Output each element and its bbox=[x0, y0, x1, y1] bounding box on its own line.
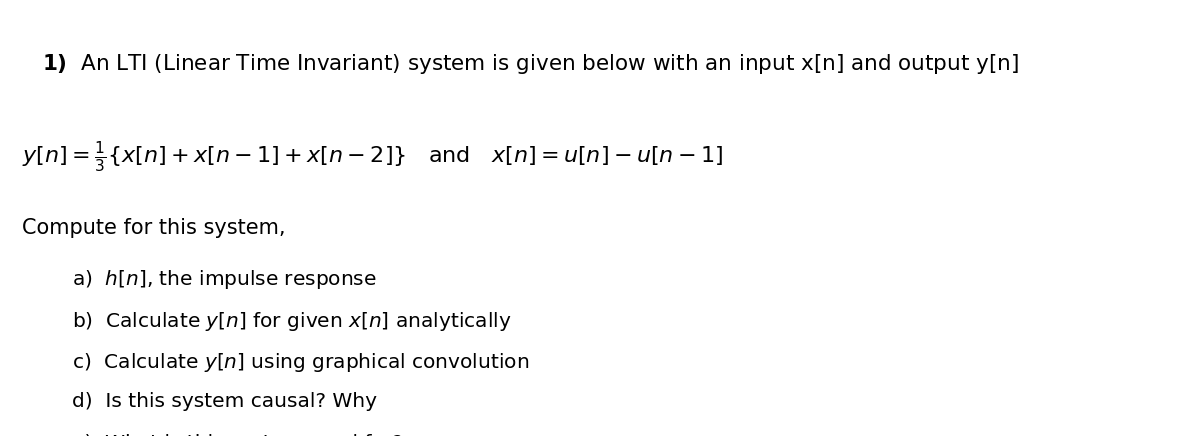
Text: $\bf{1)}$  An LTI (Linear Time Invariant) system is given below with an input x[: $\bf{1)}$ An LTI (Linear Time Invariant)… bbox=[42, 52, 1019, 76]
Text: Compute for this system,: Compute for this system, bbox=[22, 218, 286, 238]
Text: d)  Is this system causal? Why: d) Is this system causal? Why bbox=[72, 392, 377, 412]
Text: b)  Calculate $y[n]$ for given $x[n]$ analytically: b) Calculate $y[n]$ for given $x[n]$ ana… bbox=[72, 310, 511, 333]
Text: e)  What is this system used for?: e) What is this system used for? bbox=[72, 434, 403, 436]
Text: $y[n] = \frac{1}{3}\{x[n] + x[n-1] + x[n-2]\}$   and   $x[n] = u[n] - u[n-1]$: $y[n] = \frac{1}{3}\{x[n] + x[n-1] + x[n… bbox=[22, 140, 722, 174]
Text: c)  Calculate $y[n]$ using graphical convolution: c) Calculate $y[n]$ using graphical conv… bbox=[72, 351, 529, 374]
Text: a)  $h[n]$, the impulse response: a) $h[n]$, the impulse response bbox=[72, 268, 377, 291]
